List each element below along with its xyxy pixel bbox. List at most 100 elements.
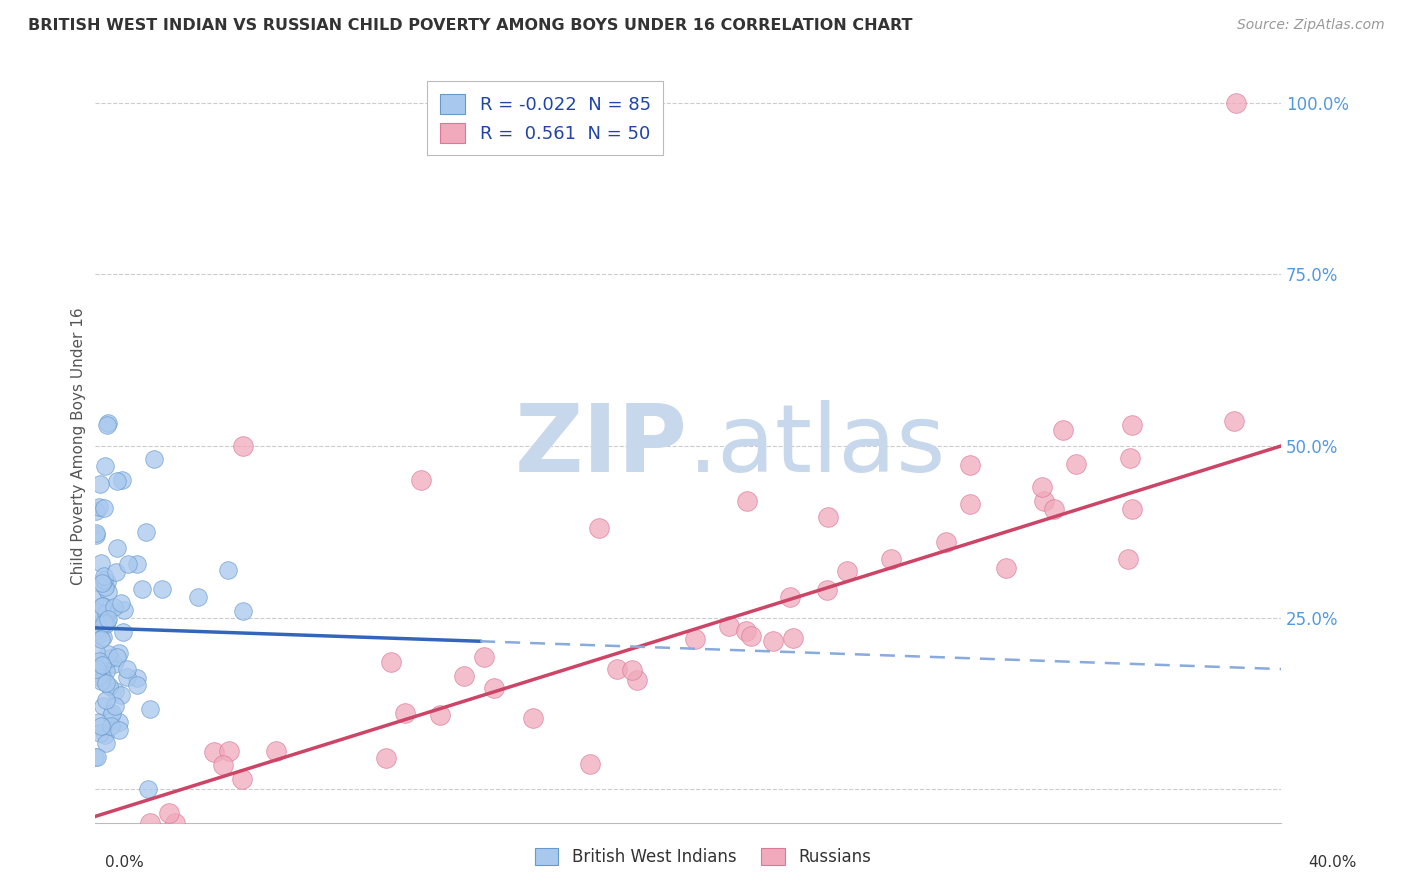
Point [218, 744, 240, 758]
Point [606, 662, 628, 676]
Point [579, 756, 602, 771]
Point [94, 665, 117, 679]
Point [93, 573, 115, 587]
Point [1066, 458, 1088, 472]
Point [107, 723, 129, 737]
Point [1119, 450, 1142, 465]
Point [995, 561, 1018, 575]
Point [90, 632, 112, 646]
Point [103, 657, 125, 672]
Point [264, 744, 287, 758]
Point [84, 592, 107, 607]
Point [522, 711, 544, 725]
Point [96, 418, 118, 433]
Point [959, 497, 981, 511]
Point [143, 451, 166, 466]
Point [231, 772, 253, 787]
Point [91, 657, 114, 672]
Point [90, 673, 112, 688]
Point [89, 654, 111, 668]
Point [409, 473, 432, 487]
Point [163, 816, 186, 830]
Point [735, 494, 758, 508]
Point [103, 599, 125, 614]
Point [94, 458, 117, 473]
Point [84, 526, 107, 541]
Point [626, 673, 648, 688]
Point [217, 562, 239, 576]
Point [97, 416, 120, 430]
Point [97, 612, 120, 626]
Point [89, 477, 111, 491]
Point [136, 782, 159, 797]
Point [93, 615, 115, 630]
Point [94, 692, 117, 706]
Point [107, 474, 129, 488]
Point [86, 606, 108, 620]
Point [1121, 502, 1143, 516]
Point [96, 614, 118, 628]
Point [1121, 417, 1143, 432]
Point [94, 607, 117, 621]
Point [837, 564, 859, 578]
Point [117, 662, 139, 676]
Point [453, 668, 475, 682]
Legend: R = -0.022  N = 85, R =  0.561  N = 50: R = -0.022 N = 85, R = 0.561 N = 50 [427, 81, 664, 155]
Point [87, 670, 110, 684]
Legend: British West Indians, Russians: British West Indians, Russians [527, 840, 879, 875]
Point [94, 581, 117, 595]
Point [734, 624, 756, 638]
Point [87, 500, 110, 515]
Point [104, 684, 127, 698]
Point [97, 585, 120, 599]
Text: BRITISH WEST INDIAN VS RUSSIAN CHILD POVERTY AMONG BOYS UNDER 16 CORRELATION CHA: BRITISH WEST INDIAN VS RUSSIAN CHILD POV… [28, 18, 912, 33]
Point [93, 501, 115, 516]
Point [159, 806, 181, 821]
Point [90, 575, 112, 590]
Point [152, 582, 174, 597]
Point [125, 678, 148, 692]
Point [86, 750, 108, 764]
Point [935, 535, 957, 549]
Point [1032, 494, 1054, 508]
Point [484, 681, 506, 695]
Point [127, 671, 149, 685]
Point [89, 627, 111, 641]
Point [96, 575, 118, 590]
Text: Source: ZipAtlas.com: Source: ZipAtlas.com [1237, 18, 1385, 32]
Point [84, 527, 107, 541]
Point [380, 655, 402, 669]
Point [187, 590, 209, 604]
Point [94, 728, 117, 742]
Point [110, 474, 132, 488]
Point [86, 661, 108, 675]
Point [740, 629, 762, 643]
Point [782, 631, 804, 645]
Point [880, 552, 903, 566]
Point [104, 699, 127, 714]
Point [91, 599, 114, 613]
Point [105, 649, 128, 664]
Point [202, 745, 225, 759]
Point [111, 625, 134, 640]
Point [761, 634, 783, 648]
Point [127, 557, 149, 571]
Y-axis label: Child Poverty Among Boys Under 16: Child Poverty Among Boys Under 16 [72, 307, 86, 585]
Point [100, 709, 122, 723]
Point [110, 688, 132, 702]
Point [588, 521, 610, 535]
Point [101, 706, 124, 721]
Point [100, 719, 122, 733]
Point [96, 676, 118, 690]
Point [959, 458, 981, 472]
Point [84, 617, 107, 632]
Point [89, 725, 111, 739]
Text: .atlas: .atlas [688, 400, 946, 492]
Point [232, 604, 254, 618]
Text: ZIP: ZIP [515, 400, 688, 492]
Point [472, 650, 495, 665]
Point [131, 582, 153, 596]
Point [93, 568, 115, 582]
Point [105, 541, 128, 555]
Point [232, 439, 254, 453]
